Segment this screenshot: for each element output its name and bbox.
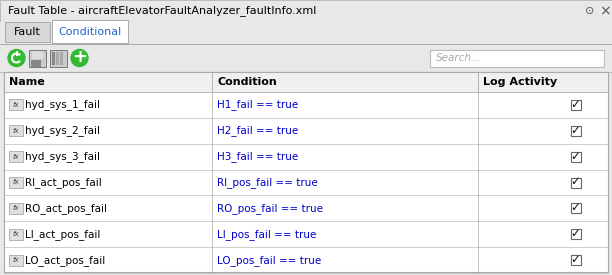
Text: LI_act_pos_fail: LI_act_pos_fail bbox=[25, 229, 100, 240]
Bar bbox=[0, 0, 612, 22]
Bar bbox=[9, 255, 23, 266]
Bar bbox=[570, 229, 581, 239]
Text: ✓: ✓ bbox=[570, 227, 580, 240]
Text: fx: fx bbox=[13, 128, 20, 134]
Text: RO_pos_fail == true: RO_pos_fail == true bbox=[217, 203, 323, 214]
Text: H1_fail == true: H1_fail == true bbox=[217, 100, 299, 110]
Text: ✓: ✓ bbox=[570, 98, 580, 111]
Bar bbox=[52, 20, 128, 43]
Bar bbox=[4, 144, 608, 170]
Text: Fault Table - aircraftElevatorFaultAnalyzer_faultInfo.xml: Fault Table - aircraftElevatorFaultAnaly… bbox=[8, 6, 316, 16]
Text: Condition: Condition bbox=[217, 77, 277, 87]
Bar bbox=[9, 177, 23, 188]
Text: fx: fx bbox=[13, 180, 20, 186]
Circle shape bbox=[71, 50, 88, 67]
Text: ✓: ✓ bbox=[570, 201, 580, 214]
Text: ✓: ✓ bbox=[570, 150, 580, 163]
Text: H2_fail == true: H2_fail == true bbox=[217, 125, 299, 136]
Bar bbox=[29, 50, 46, 67]
Text: Name: Name bbox=[9, 77, 45, 87]
Bar bbox=[31, 59, 41, 67]
Bar bbox=[570, 126, 581, 136]
Bar bbox=[50, 50, 67, 67]
Text: Conditional: Conditional bbox=[58, 27, 122, 37]
Text: Fault: Fault bbox=[14, 27, 41, 37]
Bar bbox=[52, 51, 55, 65]
Text: hyd_sys_3_fail: hyd_sys_3_fail bbox=[25, 151, 100, 162]
Text: Search...: Search... bbox=[436, 53, 482, 63]
Bar bbox=[4, 72, 608, 272]
Bar bbox=[4, 92, 608, 118]
Text: hyd_sys_2_fail: hyd_sys_2_fail bbox=[25, 125, 100, 136]
Bar bbox=[32, 51, 43, 59]
Text: LO_act_pos_fail: LO_act_pos_fail bbox=[25, 255, 105, 266]
Bar bbox=[9, 151, 23, 162]
Bar bbox=[4, 72, 608, 92]
Bar bbox=[4, 118, 608, 144]
Bar bbox=[9, 229, 23, 240]
Text: fx: fx bbox=[13, 231, 20, 237]
Bar bbox=[9, 125, 23, 136]
Bar bbox=[4, 196, 608, 221]
Bar bbox=[4, 170, 608, 196]
Text: RO_act_pos_fail: RO_act_pos_fail bbox=[25, 203, 107, 214]
Text: fx: fx bbox=[13, 205, 20, 211]
Text: LO_pos_fail == true: LO_pos_fail == true bbox=[217, 255, 322, 266]
Bar bbox=[0, 22, 612, 44]
Bar bbox=[570, 100, 581, 110]
Text: H3_fail == true: H3_fail == true bbox=[217, 151, 299, 162]
Text: ×: × bbox=[599, 4, 611, 18]
Text: RI_act_pos_fail: RI_act_pos_fail bbox=[25, 177, 102, 188]
Text: Log Activity: Log Activity bbox=[483, 77, 558, 87]
Bar bbox=[570, 177, 581, 188]
Bar bbox=[4, 221, 608, 247]
Bar bbox=[4, 247, 608, 273]
Bar bbox=[570, 152, 581, 162]
Bar bbox=[430, 50, 604, 67]
Bar bbox=[9, 203, 23, 214]
Text: LI_pos_fail == true: LI_pos_fail == true bbox=[217, 229, 317, 240]
Bar bbox=[56, 51, 59, 65]
Circle shape bbox=[8, 50, 25, 67]
Bar bbox=[9, 100, 23, 111]
Text: hyd_sys_1_fail: hyd_sys_1_fail bbox=[25, 100, 100, 110]
Text: RI_pos_fail == true: RI_pos_fail == true bbox=[217, 177, 318, 188]
Text: fx: fx bbox=[13, 257, 20, 263]
Bar bbox=[570, 203, 581, 213]
Bar bbox=[5, 22, 50, 42]
Bar bbox=[53, 41, 128, 43]
Text: ✓: ✓ bbox=[570, 175, 580, 188]
Bar bbox=[570, 255, 581, 265]
Bar bbox=[60, 51, 63, 65]
Text: ⊙: ⊙ bbox=[585, 6, 595, 16]
Text: fx: fx bbox=[13, 154, 20, 160]
Text: ✓: ✓ bbox=[570, 124, 580, 137]
Text: ✓: ✓ bbox=[570, 253, 580, 266]
Text: +: + bbox=[72, 48, 87, 67]
Text: fx: fx bbox=[13, 102, 20, 108]
Bar bbox=[0, 44, 612, 72]
Bar bbox=[4, 72, 608, 272]
